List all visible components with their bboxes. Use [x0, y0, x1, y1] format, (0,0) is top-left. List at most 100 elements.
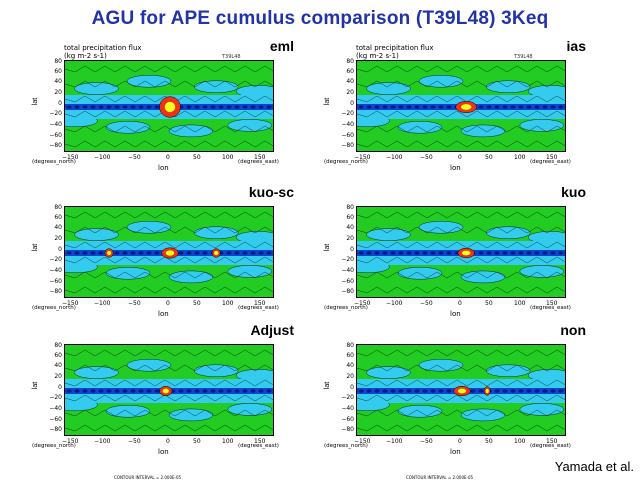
itcz-cell — [502, 105, 508, 109]
x-axis-label: lon — [450, 448, 461, 456]
itcz-cell — [194, 251, 200, 255]
contour-line — [65, 80, 273, 88]
panel-resolution: T39L48 — [514, 54, 533, 60]
itcz-cell — [258, 105, 264, 109]
dry-patch — [519, 403, 565, 416]
y-axis-label: lat — [32, 381, 40, 390]
x-tick: 50 — [193, 154, 201, 161]
y-tick: 80 — [346, 342, 354, 349]
x-unit: (degrees_east) — [238, 305, 279, 311]
y-tick: 0 — [350, 384, 354, 391]
itcz-cell — [98, 251, 104, 255]
y-tick: 60 — [54, 68, 62, 75]
slide-title: AGU for APE cumulus comparison (T39L48) … — [91, 8, 549, 29]
y-tick: 60 — [54, 214, 62, 221]
dry-patch — [74, 82, 119, 95]
itcz-cell — [486, 251, 492, 255]
x-tick: −100 — [386, 300, 403, 307]
itcz-cell — [526, 389, 532, 393]
dry-patch — [193, 226, 239, 239]
contour-line — [65, 271, 273, 279]
y-tick: −60 — [341, 278, 354, 285]
x-tick: −100 — [94, 438, 111, 445]
itcz-cell — [502, 389, 508, 393]
panel-label: ias — [566, 38, 586, 54]
x-tick: 150 — [254, 154, 266, 161]
itcz-cell — [66, 389, 72, 393]
contour-line — [65, 409, 273, 417]
contour-line — [65, 424, 273, 432]
itcz-cell — [242, 105, 248, 109]
itcz-cell — [66, 105, 72, 109]
itcz-cell — [430, 251, 436, 255]
itcz-cell — [438, 389, 444, 393]
x-unit: (degrees_east) — [530, 305, 571, 311]
itcz-cell — [122, 251, 128, 255]
contour-line — [65, 379, 273, 387]
y-tick: 60 — [346, 68, 354, 75]
itcz-cell — [470, 389, 476, 393]
contour-line — [65, 241, 273, 249]
itcz-cell — [502, 251, 508, 255]
itcz-cell — [398, 105, 404, 109]
x-tick: −50 — [420, 300, 433, 307]
itcz-cell — [446, 105, 452, 109]
itcz-cell — [406, 251, 412, 255]
contour-line — [357, 241, 565, 249]
itcz-cell — [266, 251, 272, 255]
itcz-cell — [98, 105, 104, 109]
x-tick: 100 — [514, 300, 526, 307]
itcz-cell — [542, 389, 548, 393]
dry-patch — [366, 366, 411, 379]
dry-patch — [74, 228, 119, 241]
y-tick: 0 — [350, 246, 354, 253]
itcz-cell — [398, 251, 404, 255]
itcz-cell — [358, 105, 364, 109]
contour-line — [357, 125, 565, 133]
itcz-cell — [154, 389, 160, 393]
x-tick: 50 — [193, 300, 201, 307]
itcz-cell — [74, 251, 80, 255]
itcz-cell — [194, 105, 200, 109]
y-unit: (degrees_north) — [32, 443, 76, 449]
y-tick: −20 — [341, 110, 354, 117]
itcz-cell — [234, 389, 240, 393]
x-tick: −50 — [420, 438, 433, 445]
itcz-cell — [430, 389, 436, 393]
dry-patch — [126, 359, 172, 372]
contour-line — [357, 409, 565, 417]
dry-patch — [126, 75, 172, 88]
itcz-cell — [510, 251, 516, 255]
itcz-cell — [390, 389, 396, 393]
itcz-cell — [534, 251, 540, 255]
panel-ias: total precipitation flux (kg m-2 s-1) T3… — [322, 38, 592, 172]
x-tick: −150 — [354, 438, 371, 445]
y-unit: (degrees_north) — [324, 159, 368, 165]
x-tick: 100 — [514, 154, 526, 161]
contour-line — [65, 65, 273, 73]
itcz-cell — [366, 105, 372, 109]
itcz-cell — [250, 105, 256, 109]
x-tick: 100 — [222, 438, 234, 445]
y-tick: −20 — [341, 256, 354, 263]
x-tick: 100 — [222, 300, 234, 307]
dry-patch — [74, 366, 119, 379]
y-tick: 40 — [346, 362, 354, 369]
itcz-cell — [194, 389, 200, 393]
y-tick: −60 — [49, 132, 62, 139]
itcz-cell — [234, 251, 240, 255]
itcz-cell — [242, 389, 248, 393]
itcz-cell — [266, 389, 272, 393]
itcz-cell — [66, 251, 72, 255]
panel-units: (kg m-2 s-1) — [356, 52, 399, 60]
precip-peak — [107, 250, 112, 256]
y-tick: 20 — [346, 89, 354, 96]
y-tick: 60 — [54, 352, 62, 359]
itcz-cell — [518, 105, 524, 109]
itcz-cell — [122, 105, 128, 109]
itcz-cell — [82, 105, 88, 109]
itcz-cell — [114, 389, 120, 393]
itcz-cell — [138, 389, 144, 393]
itcz-cell — [186, 251, 192, 255]
y-tick: −80 — [49, 142, 62, 149]
